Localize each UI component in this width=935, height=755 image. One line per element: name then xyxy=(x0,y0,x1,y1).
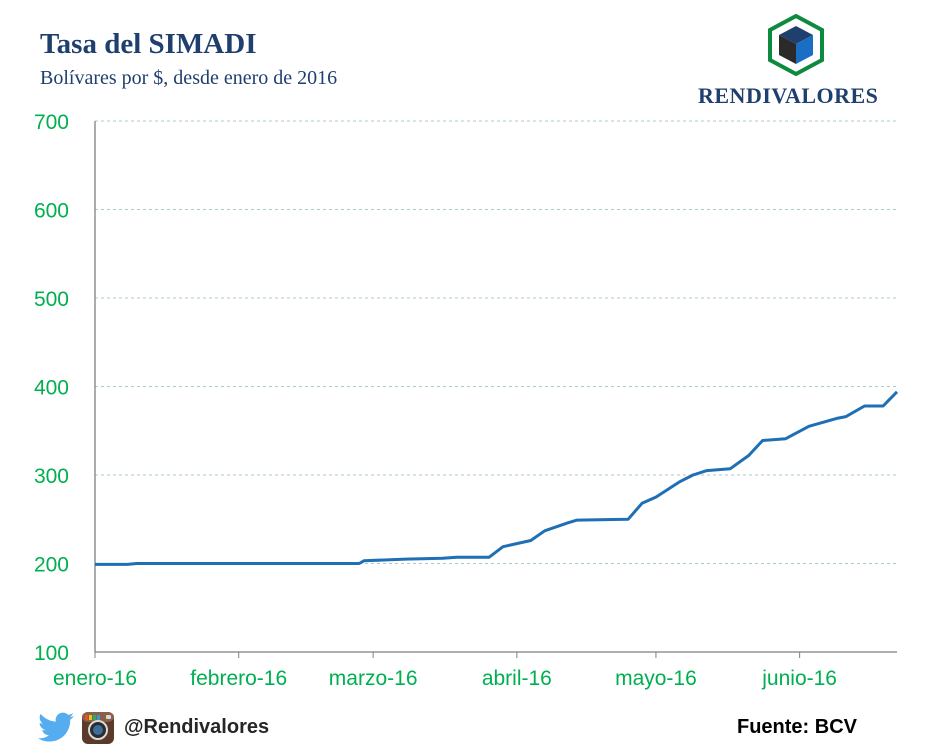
source-note: Fuente: BCV xyxy=(737,716,857,738)
series-line xyxy=(95,390,899,566)
x-tick-label: febrero-16 xyxy=(190,667,287,690)
rendivalores-cube-logo xyxy=(767,13,825,81)
axes xyxy=(94,121,897,658)
x-tick-label: abril-16 xyxy=(482,667,552,690)
y-tick-label: 400 xyxy=(34,377,69,400)
x-axis-ticks: enero-16 febrero-16 marzo-16 abril-16 mayo-1… xyxy=(53,667,837,690)
y-tick-label: 700 xyxy=(34,111,69,134)
chart-title: Tasa del SIMADI xyxy=(40,28,257,60)
x-tick-label: mayo-16 xyxy=(615,667,697,690)
x-tick-label: marzo-16 xyxy=(329,667,418,690)
chart-subtitle: Bolívares por $, desde enero de 2016 xyxy=(40,67,338,89)
twitter-icon[interactable] xyxy=(38,712,76,749)
instagram-icon[interactable] xyxy=(81,711,115,750)
y-tick-label: 100 xyxy=(34,642,69,665)
series-group xyxy=(95,390,899,566)
social-handle: @Rendivalores xyxy=(124,716,270,738)
y-tick-label: 600 xyxy=(34,200,69,223)
y-axis-ticks: 100 200 300 400 500 600 700 xyxy=(34,111,69,665)
brand-name: RENDIVALORES xyxy=(698,83,879,108)
gridlines xyxy=(95,120,897,564)
x-tick-label: enero-16 xyxy=(53,667,137,690)
y-tick-label: 200 xyxy=(34,554,69,577)
y-tick-label: 500 xyxy=(34,288,69,311)
y-tick-label: 300 xyxy=(34,465,69,488)
line-chart: 100 200 300 400 500 600 700 enero-16 febrero-16… xyxy=(34,111,899,690)
x-tick-label: junio-16 xyxy=(761,667,837,690)
